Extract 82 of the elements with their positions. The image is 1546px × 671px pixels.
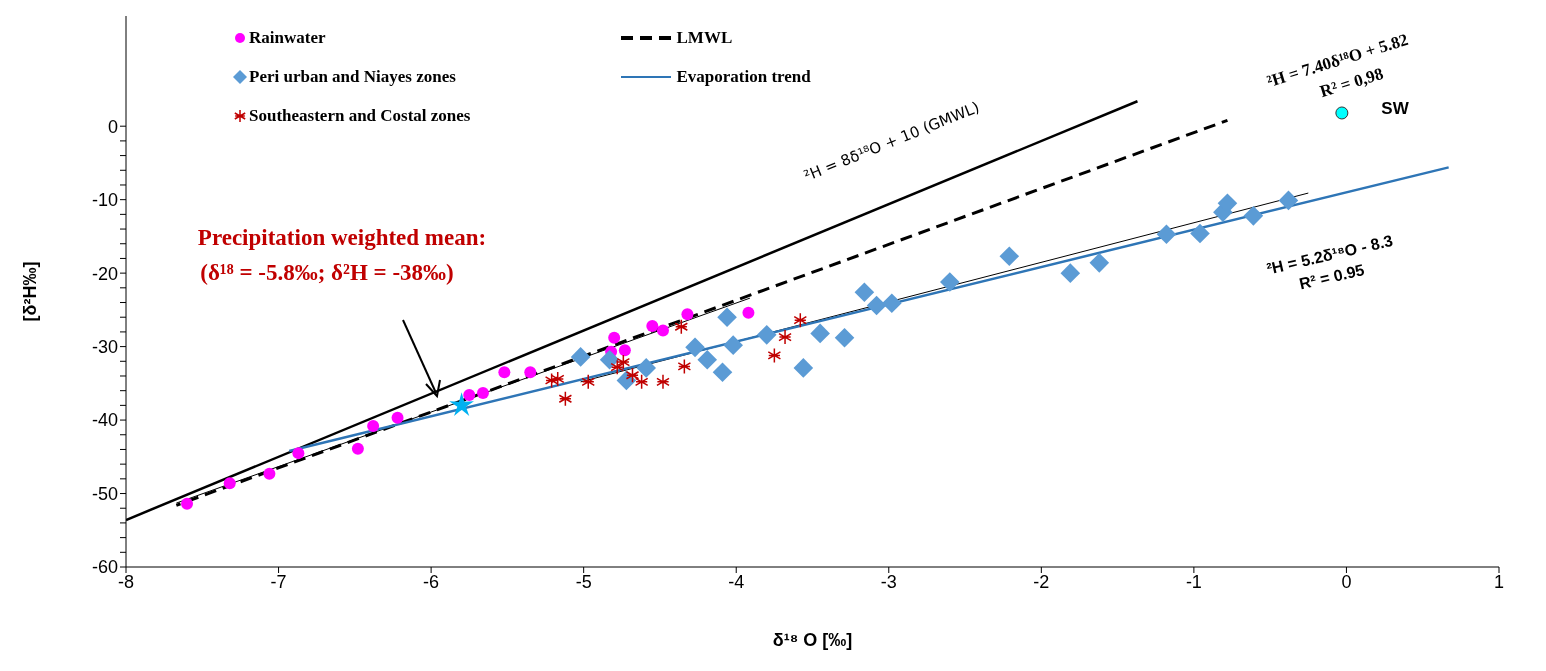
x-tick-label: -1 <box>1185 571 1202 592</box>
point <box>657 324 669 337</box>
point <box>723 335 743 355</box>
point <box>550 371 565 387</box>
legend-label: Rainwater <box>249 27 326 48</box>
x-tick-label: -8 <box>117 571 135 592</box>
y-tick-label: -30 <box>91 336 118 357</box>
point <box>558 391 573 407</box>
point <box>292 447 305 460</box>
y-tick-label: -20 <box>91 263 118 284</box>
x-tick-label: 0 <box>1341 571 1352 592</box>
x-tick-label: -4 <box>728 571 745 592</box>
point <box>636 358 657 378</box>
annotation: SW <box>1381 99 1410 119</box>
point <box>882 293 902 314</box>
point <box>1278 190 1299 211</box>
point <box>674 319 689 335</box>
legend-label: Evaporation trend <box>676 66 811 87</box>
point <box>681 308 694 321</box>
x-tick-label: 1 <box>1493 571 1505 592</box>
point <box>524 366 537 379</box>
point <box>570 347 591 367</box>
point <box>476 386 489 399</box>
point <box>778 329 792 345</box>
point <box>391 411 404 424</box>
annotation: (δ¹⁸ = -5.8‰; δ²H = -38‰) <box>200 260 454 286</box>
point <box>634 374 649 390</box>
point <box>1060 263 1081 283</box>
x-tick-label: -2 <box>1033 571 1050 592</box>
point <box>656 374 670 390</box>
point <box>351 442 364 455</box>
point <box>599 350 620 370</box>
y-tick-label: -10 <box>91 190 118 211</box>
point <box>712 362 733 383</box>
point <box>367 419 380 432</box>
point <box>697 350 718 370</box>
point <box>646 320 659 333</box>
point <box>618 344 631 357</box>
y-tick-label: -40 <box>91 410 118 431</box>
point <box>1243 206 1264 226</box>
point <box>810 323 830 344</box>
point <box>793 312 808 328</box>
point <box>544 372 559 389</box>
point <box>940 272 960 292</box>
point <box>498 366 511 379</box>
point <box>263 467 276 480</box>
y-tick-label: 0 <box>107 116 118 137</box>
point <box>616 354 631 370</box>
legend-label: Southeastern and Costal zones <box>249 105 471 126</box>
y-axis-title: [δ²H‰] <box>20 261 40 322</box>
point <box>581 374 596 390</box>
point <box>742 306 755 319</box>
point <box>1156 224 1177 244</box>
point <box>866 295 887 316</box>
point <box>685 337 705 358</box>
point <box>677 358 692 375</box>
point <box>610 359 625 375</box>
y-tick-label: -50 <box>91 483 118 504</box>
annotation: Precipitation weighted mean: <box>197 225 487 251</box>
y-tick-label: -60 <box>91 557 118 578</box>
point <box>1089 253 1110 273</box>
x-tick-label: -7 <box>270 571 287 592</box>
point <box>717 307 737 328</box>
point <box>608 331 621 344</box>
x-tick-label: -3 <box>880 571 897 592</box>
point <box>1190 223 1210 244</box>
legend-label: Peri urban and Niayes zones <box>249 66 456 87</box>
point <box>854 282 875 303</box>
point <box>181 497 194 510</box>
point <box>834 327 855 348</box>
point <box>1335 106 1349 120</box>
x-tick-label: -6 <box>423 571 440 592</box>
point <box>793 358 814 378</box>
x-tick-label: -5 <box>575 571 592 592</box>
point <box>449 392 474 416</box>
legend-label: LMWL <box>676 27 733 48</box>
point <box>767 347 782 364</box>
point <box>463 389 476 402</box>
point <box>223 477 236 490</box>
point <box>756 325 777 345</box>
point <box>999 246 1020 267</box>
x-axis-title: δ¹⁸ O [‰] <box>772 630 853 650</box>
